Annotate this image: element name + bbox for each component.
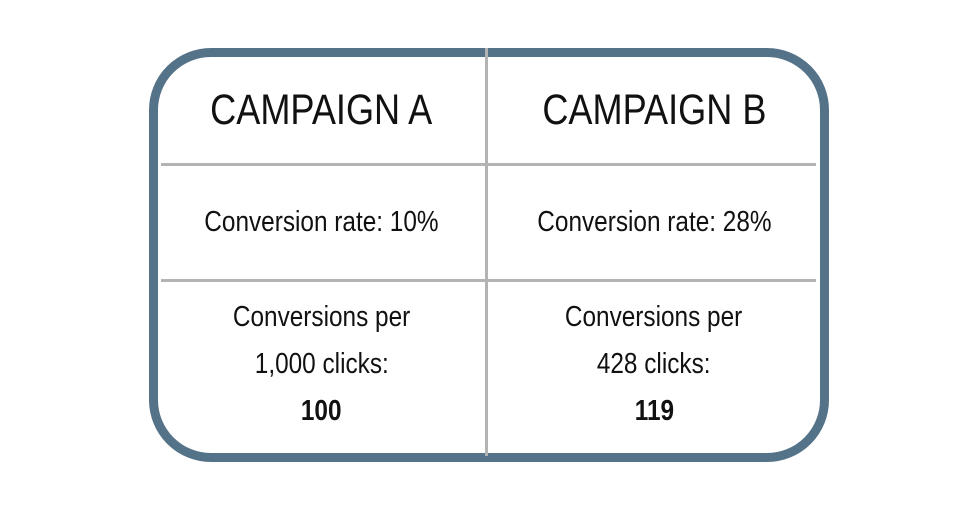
campaign-b-title: CAMPAIGN B bbox=[541, 85, 767, 134]
campaign-b-rate: Conversion rate: 28% bbox=[536, 206, 772, 238]
row-divider bbox=[161, 279, 816, 282]
campaign-b-conversions-cell: Conversions per 428 clicks: 119 bbox=[488, 282, 820, 446]
campaign-b-header: CAMPAIGN B bbox=[488, 57, 820, 163]
campaign-b-value: 119 bbox=[634, 394, 674, 427]
campaign-a-rate-cell: Conversion rate: 10% bbox=[158, 166, 485, 279]
campaign-a-value: 100 bbox=[301, 394, 342, 427]
campaign-a-title: CAMPAIGN A bbox=[210, 85, 433, 134]
campaign-b-rate-cell: Conversion rate: 28% bbox=[488, 166, 820, 279]
campaign-a-header: CAMPAIGN A bbox=[158, 57, 485, 163]
table-frame bbox=[149, 48, 829, 462]
campaign-a-conversions-cell: Conversions per 1,000 clicks: 100 bbox=[158, 282, 485, 446]
campaign-a-per-label: Conversions per bbox=[232, 300, 411, 333]
campaign-a-clicks: 1,000 clicks: bbox=[254, 347, 389, 380]
column-divider bbox=[485, 48, 488, 456]
campaign-b-per-label: Conversions per bbox=[565, 300, 743, 333]
campaign-a-rate: Conversion rate: 10% bbox=[204, 206, 439, 238]
row-divider bbox=[161, 163, 816, 166]
campaign-b-clicks: 428 clicks: bbox=[597, 347, 711, 380]
